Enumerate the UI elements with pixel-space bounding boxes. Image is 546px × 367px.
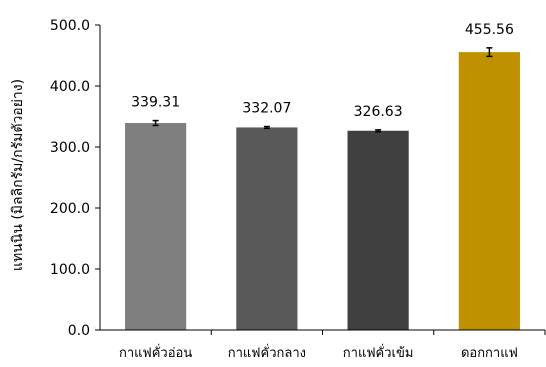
bar-2 xyxy=(236,127,298,330)
bar-3 xyxy=(347,130,409,330)
y-axis-title: แทนนิน (มิลลิกรัม/กรัมตัวอย่าง) xyxy=(10,79,26,271)
y-tick-label: 400.0 xyxy=(50,79,90,95)
data-label-3: 326.63 xyxy=(354,104,403,120)
data-label-2: 332.07 xyxy=(242,101,291,117)
y-tick-label: 100.0 xyxy=(50,262,90,278)
y-tick-label: 300.0 xyxy=(50,140,90,156)
y-tick-label: 0.0 xyxy=(68,323,90,339)
bar-4 xyxy=(458,52,520,330)
y-tick-label: 200.0 xyxy=(50,201,90,217)
category-label-3: กาแฟคั่วเข้ม xyxy=(343,344,414,361)
data-label-1: 339.31 xyxy=(131,95,180,111)
category-label-4: ดอกกาแฟ xyxy=(461,346,518,361)
category-label-2: กาแฟคั่วกลาง xyxy=(228,344,306,361)
bar-1 xyxy=(125,123,187,330)
bars-layer: 339.31 332.07 326.63 455.56 xyxy=(125,22,520,330)
axes-layer: 0.0 100.0 200.0 300.0 400.0 500.0 กาแฟคั่วอ่อน… xyxy=(50,18,546,361)
y-tick-label: 500.0 xyxy=(50,18,90,34)
category-label-1: กาแฟคั่วอ่อน xyxy=(119,344,192,361)
data-label-4: 455.56 xyxy=(465,22,514,38)
